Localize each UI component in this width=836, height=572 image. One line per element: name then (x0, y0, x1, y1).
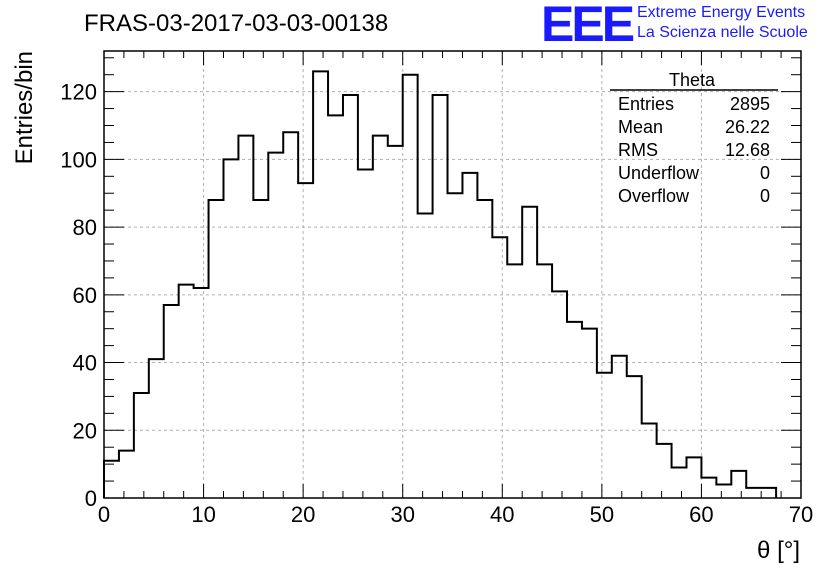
histogram-bin (194, 288, 209, 498)
histogram-bin (522, 207, 537, 498)
histogram-bin (492, 237, 507, 498)
stats-value-underflow: 0 (760, 163, 770, 183)
histogram-bin (253, 200, 268, 498)
x-tick-label: 40 (490, 502, 514, 527)
histogram-bin (388, 146, 403, 498)
histogram-bin (627, 376, 642, 498)
grid-lines (104, 51, 801, 498)
histogram-bins (104, 71, 776, 498)
histogram-bin (418, 214, 433, 498)
logo-line-1: Extreme Energy Events (637, 4, 806, 21)
histogram-bin (642, 424, 657, 499)
eee-logo: EEE (541, 0, 635, 52)
stats-label-underflow: Underflow (618, 163, 700, 183)
histogram-bin (104, 461, 119, 498)
histogram-bin (761, 488, 776, 498)
histogram-bin (582, 329, 597, 498)
histogram-bin (731, 471, 746, 498)
y-tick-label: 40 (73, 351, 97, 376)
tick-labels: 0 10 20 30 40 50 60 70 0 20 40 60 80 100 120 (60, 80, 813, 527)
x-tick-label: 30 (390, 502, 414, 527)
x-tick-label: 10 (191, 502, 215, 527)
stats-value-rms: 12.68 (725, 140, 770, 160)
stats-value-overflow: 0 (760, 186, 770, 206)
histogram-bin (477, 200, 492, 498)
histogram-bin (149, 359, 164, 498)
histogram-bin (343, 95, 358, 498)
histogram-bin (462, 173, 477, 498)
histogram-bin (373, 136, 388, 498)
histogram-bin (507, 264, 522, 498)
stats-box: Theta Entries 2895 Mean 26.22 RMS 12.68 … (610, 70, 778, 206)
histogram-bin (328, 115, 343, 498)
histogram-bin (657, 444, 672, 498)
x-tick-label: 70 (789, 502, 813, 527)
axis-ticks (103, 51, 802, 499)
run-title: FRAS-03-2017-03-03-00138 (84, 10, 389, 37)
stats-title: Theta (669, 70, 716, 90)
logo-line-2: La Scienza nelle Scuole (637, 24, 808, 41)
histogram-bin (298, 183, 313, 498)
histogram-bin (537, 264, 552, 498)
histogram-bin (448, 193, 463, 498)
histogram-bin (119, 451, 134, 498)
histogram-bin (597, 373, 612, 498)
histogram-bin (433, 95, 448, 498)
x-tick-label: 50 (590, 502, 614, 527)
x-tick-label: 20 (291, 502, 315, 527)
stats-value-mean: 26.22 (725, 117, 770, 137)
histogram-bin (716, 484, 731, 498)
y-tick-label: 0 (85, 486, 97, 511)
stats-label-entries: Entries (618, 94, 674, 114)
y-tick-label: 80 (73, 215, 97, 240)
histogram-bin (223, 159, 238, 498)
stats-label-overflow: Overflow (618, 186, 690, 206)
stats-label-mean: Mean (618, 117, 663, 137)
y-tick-label: 60 (73, 283, 97, 308)
histogram-bin (164, 305, 179, 498)
histogram-bin (358, 170, 373, 498)
stats-label-rms: RMS (618, 140, 658, 160)
histogram-bin (238, 136, 253, 498)
stats-value-entries: 2895 (730, 94, 770, 114)
histogram-bin (283, 132, 298, 498)
histogram-bin (686, 457, 701, 498)
histogram-line (103, 70, 778, 498)
y-tick-label: 20 (73, 418, 97, 443)
histogram-bin (268, 153, 283, 498)
histogram-bin (179, 285, 194, 498)
histogram-bin (746, 488, 761, 498)
y-tick-label: 100 (60, 147, 97, 172)
histogram-bin (672, 468, 687, 498)
histogram-bin (209, 200, 224, 498)
histogram-bin (134, 393, 149, 498)
histogram-bin (612, 356, 627, 498)
y-axis-label: Entries/bin (11, 51, 38, 164)
histogram-bin (313, 71, 328, 498)
histogram-bin (567, 322, 582, 498)
histogram-bin (552, 291, 567, 498)
x-axis-label: θ [°] (757, 537, 800, 564)
histogram-bin (403, 75, 418, 498)
x-tick-label: 0 (98, 502, 110, 527)
histogram-bin (701, 478, 716, 498)
plot-frame (103, 50, 802, 499)
y-tick-label: 120 (60, 80, 97, 105)
x-tick-label: 60 (689, 502, 713, 527)
